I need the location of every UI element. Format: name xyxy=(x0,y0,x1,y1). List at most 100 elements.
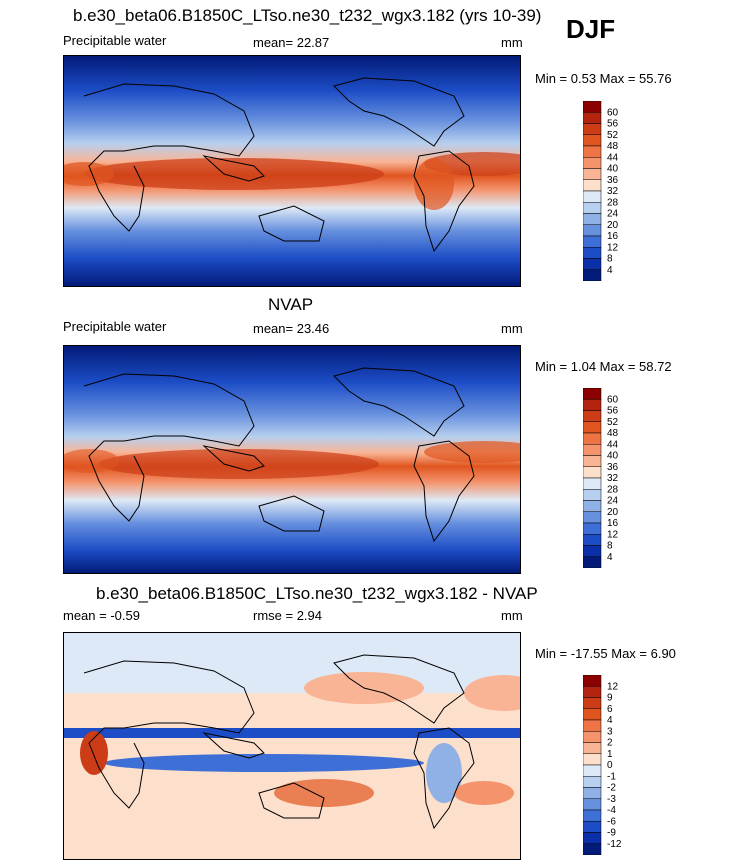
panel1-title: b.e30_beta06.B1850C_LTso.ne30_t232_wgx3.… xyxy=(73,6,542,25)
panel1-map xyxy=(63,55,521,287)
colorbar-tick-label: 36 xyxy=(607,175,619,186)
colorbar-tick-label: 60 xyxy=(607,394,619,405)
colorbar-swatch xyxy=(582,410,602,422)
colorbar-tick-label: 12 xyxy=(607,681,619,692)
colorbar-tick-label: 24 xyxy=(607,209,619,220)
colorbar-tick-label: 60 xyxy=(607,107,619,118)
panel1-mean-label: mean= 22.87 xyxy=(253,35,330,50)
colorbar-swatch xyxy=(582,269,602,282)
colorbar-swatch xyxy=(582,742,602,754)
colorbar-tick-label: 48 xyxy=(607,141,619,152)
colorbar-tick-label: 52 xyxy=(607,130,619,141)
panel3-title: b.e30_beta06.B1850C_LTso.ne30_t232_wgx3.… xyxy=(96,584,538,603)
colorbar-tick-label: 20 xyxy=(607,507,619,518)
colorbar-tick-label: -12 xyxy=(607,839,622,850)
colorbar-tick-label: -4 xyxy=(607,805,616,816)
colorbar-swatch xyxy=(582,213,602,225)
colorbar-tick-label: 28 xyxy=(607,484,619,495)
colorbar-tick-label: 20 xyxy=(607,220,619,231)
panel1-minmax-label: Min = 0.53 Max = 55.76 xyxy=(535,71,672,86)
colorbar-tick-label: -9 xyxy=(607,828,616,839)
colorbar-swatch xyxy=(582,776,602,788)
colorbar-swatch xyxy=(582,821,602,833)
colorbar-tick-label: 8 xyxy=(607,254,613,265)
colorbar-swatch xyxy=(582,809,602,822)
colorbar-tick-label: 16 xyxy=(607,231,619,242)
colorbar-swatch xyxy=(582,387,602,400)
colorbar-tick-label: 6 xyxy=(607,704,613,715)
colorbar-swatch xyxy=(582,179,602,192)
panel2-variable-label: Precipitable water xyxy=(63,319,167,334)
colorbar-swatch xyxy=(582,157,602,169)
colorbar-tick-label: 52 xyxy=(607,417,619,428)
colorbar-tick-label: 44 xyxy=(607,439,619,450)
colorbar-tick-label: 4 xyxy=(607,552,613,563)
colorbar-swatch xyxy=(582,455,602,467)
colorbar-swatch xyxy=(582,843,602,856)
colorbar-swatch xyxy=(582,235,602,248)
colorbar-swatch xyxy=(582,134,602,147)
colorbar-swatch xyxy=(582,489,602,501)
colorbar-tick-label: -6 xyxy=(607,816,616,827)
colorbar-tick-label: 36 xyxy=(607,462,619,473)
colorbar-swatch xyxy=(582,168,602,180)
panel2-map xyxy=(63,345,521,574)
colorbar-swatch xyxy=(582,522,602,535)
colorbar-swatch xyxy=(582,764,602,777)
panel2-units-label: mm xyxy=(501,321,523,336)
panel3-map xyxy=(63,632,521,860)
colorbar-swatch xyxy=(582,123,602,135)
panel2-mean-label: mean= 23.46 xyxy=(253,321,330,336)
panel1-map-plot xyxy=(64,56,520,286)
colorbar-tick-label: 32 xyxy=(607,473,619,484)
panel3-colorbar: 12 9 6 4 3 2 1 0 -1 -2 -3 -4 -6 -9 -12 xyxy=(582,674,643,860)
colorbar-swatch xyxy=(582,477,602,490)
colorbar-tick-label: 8 xyxy=(607,541,613,552)
colorbar-swatch xyxy=(582,674,602,687)
colorbar-swatch xyxy=(582,258,602,270)
panel3-map-plot xyxy=(64,633,520,859)
colorbar-swatch xyxy=(582,545,602,557)
colorbar-swatch xyxy=(582,500,602,512)
colorbar-swatch xyxy=(582,832,602,844)
colorbar-swatch xyxy=(582,202,602,214)
colorbar-swatch xyxy=(582,534,602,546)
colorbar-tick-label: 44 xyxy=(607,152,619,163)
panel3-minmax-label: Min = -17.55 Max = 6.90 xyxy=(535,646,676,661)
colorbar-tick-label: 56 xyxy=(607,406,619,417)
colorbar-tick-label: 12 xyxy=(607,242,619,253)
colorbar-swatch xyxy=(582,556,602,569)
colorbar-swatch xyxy=(582,247,602,259)
colorbar-swatch xyxy=(582,787,602,799)
colorbar-tick-label: 2 xyxy=(607,738,613,749)
colorbar-tick-label: -3 xyxy=(607,794,616,805)
colorbar-swatch xyxy=(582,753,602,766)
colorbar-tick-label: 40 xyxy=(607,164,619,175)
panel3-rmse-label: rmse = 2.94 xyxy=(253,608,323,623)
colorbar-swatch xyxy=(582,708,602,721)
panel1-variable-label: Precipitable water xyxy=(63,33,167,48)
colorbar-swatch xyxy=(582,224,602,237)
colorbar-tick-label: 56 xyxy=(607,119,619,130)
colorbar-swatch xyxy=(582,444,602,456)
panel1-units-label: mm xyxy=(501,35,523,50)
colorbar-tick-label: 12 xyxy=(607,529,619,540)
colorbar-swatch xyxy=(582,399,602,411)
panel1-colorbar: 60 56 52 48 44 40 36 32 28 24 20 16 12 8 4 xyxy=(582,100,643,286)
colorbar-tick-label: 9 xyxy=(607,693,613,704)
colorbar-tick-label: 0 xyxy=(607,760,613,771)
panel2-map-plot xyxy=(64,346,520,573)
colorbar-swatch xyxy=(582,145,602,158)
colorbar-swatch xyxy=(582,432,602,445)
colorbar-swatch xyxy=(582,697,602,709)
colorbar-tick-label: 1 xyxy=(607,749,613,760)
season-label: DJF xyxy=(566,14,616,44)
colorbar-tick-label: 40 xyxy=(607,451,619,462)
colorbar-tick-label: 48 xyxy=(607,428,619,439)
colorbar-swatch xyxy=(582,719,602,732)
colorbar-tick-label: -2 xyxy=(607,783,616,794)
colorbar-tick-label: 3 xyxy=(607,726,613,737)
